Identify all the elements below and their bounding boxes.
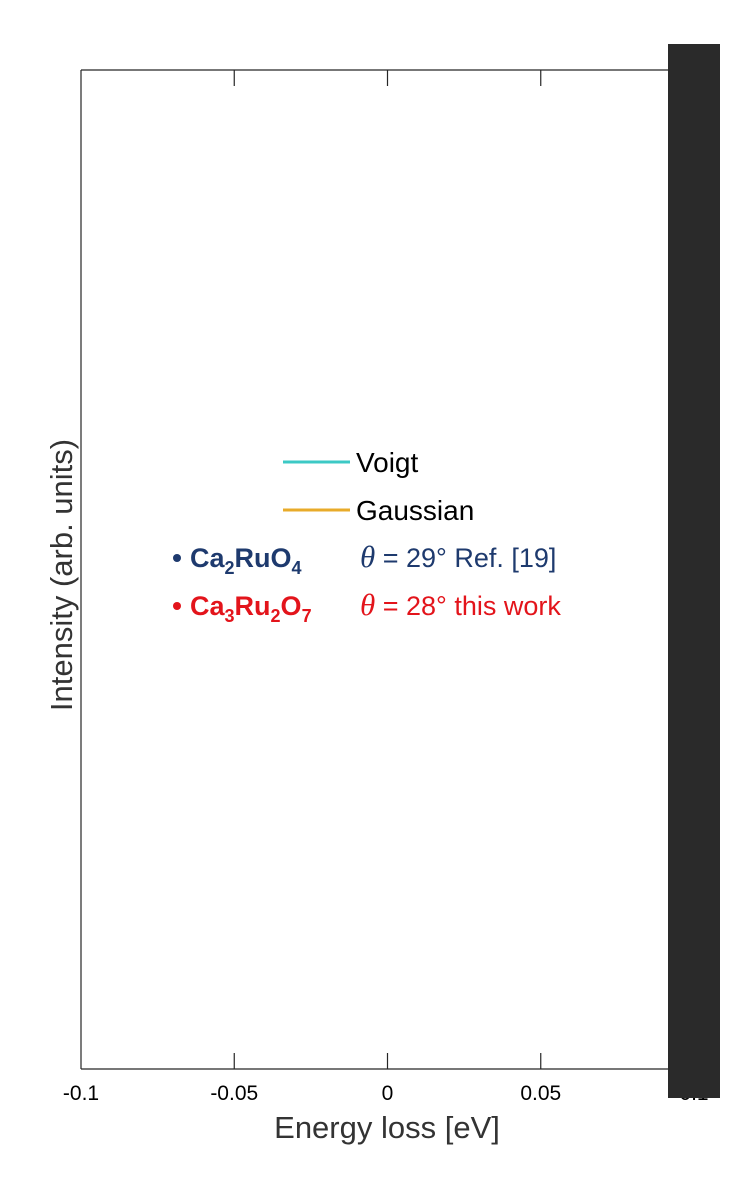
dark-side-panel [668,44,720,1098]
compound-ca3ru2o7: Ca3Ru2O7 [190,591,312,626]
legend: Voigt Gaussian [283,447,474,526]
note-ca2ruo4: θ = 29° Ref. [19] [360,539,556,574]
note-ca3ru2o7: θ = 28° this work [360,587,561,622]
y-axis-title: Intensity (arb. units) [44,439,79,711]
x-tick-label: 0.05 [520,1082,561,1105]
x-ticks [233,70,542,1069]
x-tick-label: -0.05 [210,1082,258,1105]
x-tick-label: 0 [382,1082,394,1105]
marker-dot-ca3ru2o7 [173,602,181,610]
x-tick-label: -0.1 [63,1082,99,1105]
annotation-ca2ruo4: Ca2RuO4 θ = 29° Ref. [19] [173,539,556,578]
legend-label-voigt: Voigt [356,447,418,478]
x-axis-title: Energy loss [eV] [274,1110,500,1145]
legend-label-gaussian: Gaussian [356,495,474,526]
annotation-ca3ru2o7: Ca3Ru2O7 θ = 28° this work [173,587,561,626]
compound-ca2ruo4: Ca2RuO4 [190,543,302,578]
marker-dot-ca2ruo4 [173,554,181,562]
